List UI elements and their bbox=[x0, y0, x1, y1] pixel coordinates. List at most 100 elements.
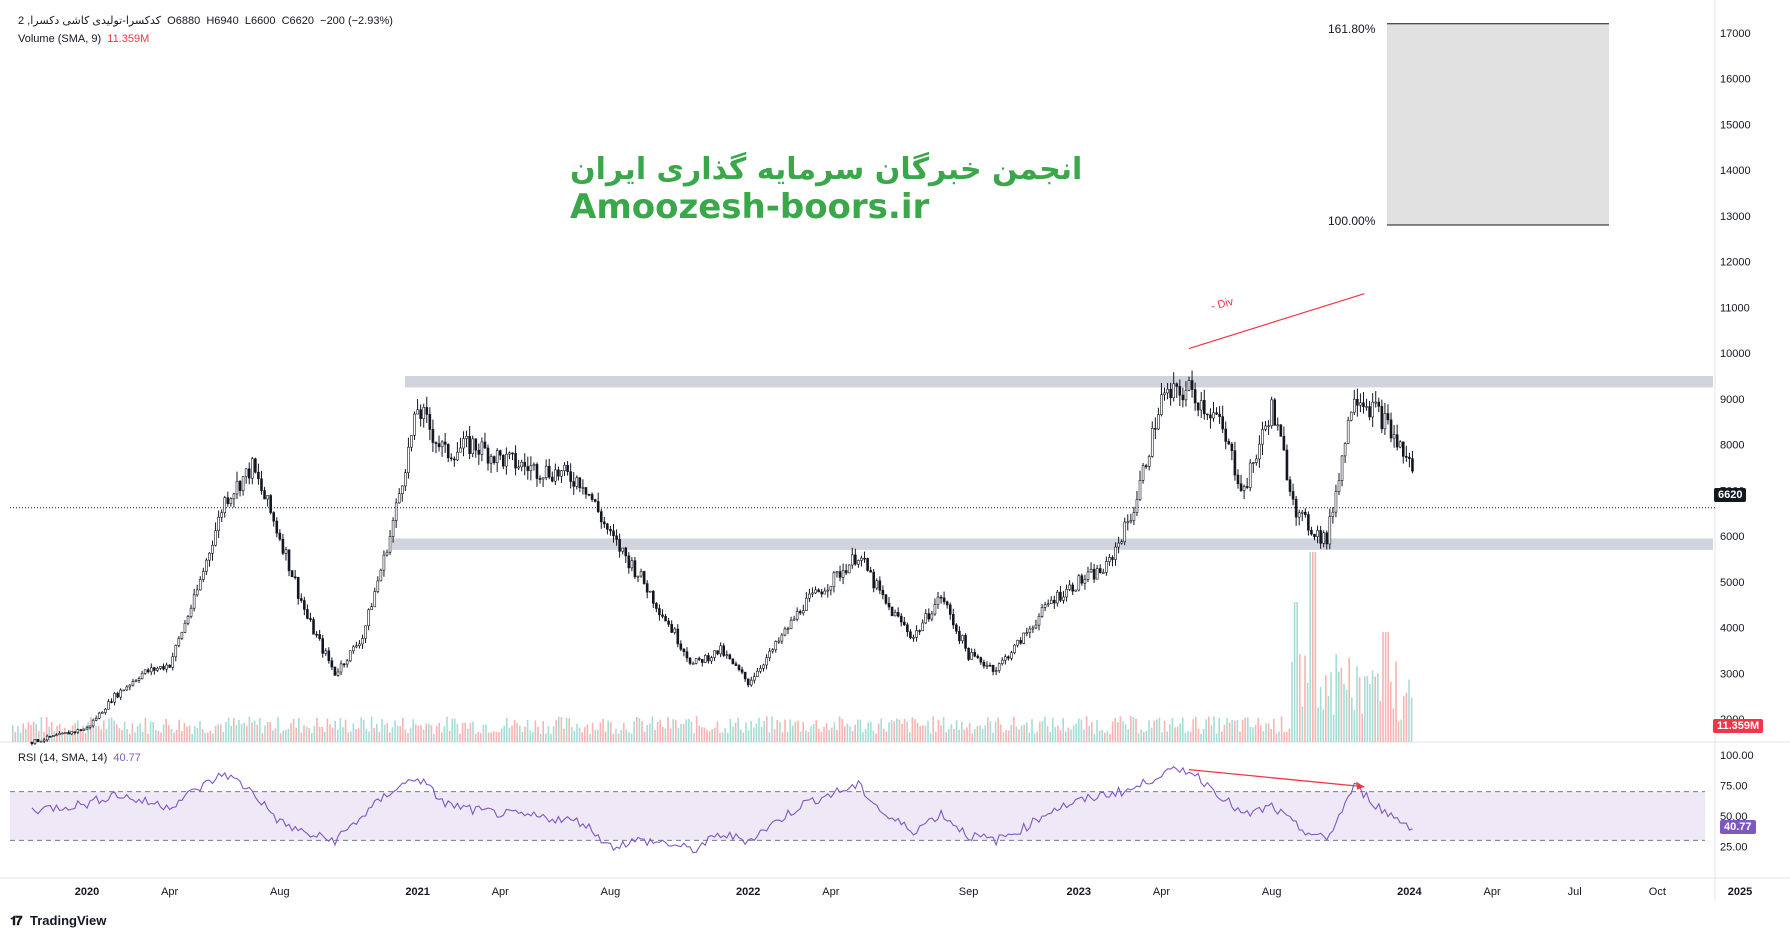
volume-bar bbox=[243, 722, 245, 742]
volume-bar bbox=[555, 720, 557, 742]
volume-bar bbox=[984, 725, 986, 742]
volume-bar bbox=[721, 732, 724, 742]
support-resistance-zones bbox=[10, 376, 1715, 550]
volume-bar bbox=[1189, 732, 1192, 742]
volume-bar bbox=[833, 722, 836, 742]
volume-bar bbox=[942, 716, 945, 742]
candle-body bbox=[214, 530, 217, 546]
volume-bar bbox=[1080, 719, 1083, 742]
candle-body bbox=[266, 495, 269, 500]
candle-body bbox=[774, 641, 778, 650]
candle-body bbox=[1138, 480, 1142, 500]
volume-bar bbox=[617, 733, 620, 742]
candle-body bbox=[939, 596, 943, 599]
price-tick-label: 14000 bbox=[1720, 165, 1751, 177]
volume-bar bbox=[1083, 729, 1085, 742]
candle-body bbox=[70, 731, 73, 735]
volume-bar bbox=[316, 717, 318, 742]
volume-bar bbox=[1332, 714, 1335, 742]
candle-body bbox=[639, 571, 643, 577]
candle-body bbox=[652, 590, 655, 604]
price-tick-label: 11000 bbox=[1720, 302, 1750, 314]
candle-body bbox=[869, 570, 872, 573]
candle-body bbox=[315, 633, 318, 636]
candle-body bbox=[1359, 402, 1362, 406]
volume-bar bbox=[1257, 717, 1259, 742]
price-candles: - Div bbox=[30, 293, 1414, 746]
candle-body bbox=[76, 729, 80, 733]
candle-body bbox=[486, 447, 490, 464]
time-tick-label: 2021 bbox=[405, 886, 429, 898]
candle-body bbox=[753, 676, 756, 681]
volume-bar bbox=[1106, 731, 1109, 742]
candle-body bbox=[404, 472, 407, 487]
time-tick-label: Apr bbox=[822, 886, 839, 898]
volume-bar bbox=[212, 733, 214, 742]
volume-bar bbox=[901, 723, 903, 742]
volume-bar bbox=[1270, 729, 1272, 742]
candle-body bbox=[1154, 428, 1157, 430]
candle-body bbox=[1340, 455, 1344, 481]
candle-body bbox=[780, 634, 784, 642]
candle-body bbox=[1297, 512, 1301, 518]
candle-body bbox=[251, 458, 254, 479]
volume-bar bbox=[875, 733, 877, 742]
volume-bar bbox=[1039, 721, 1041, 742]
volume-bar bbox=[1317, 707, 1319, 742]
fib-label-upper: 161.80% bbox=[1328, 22, 1376, 36]
volume-bar bbox=[402, 718, 404, 742]
candle-body bbox=[1377, 401, 1381, 407]
candle-body bbox=[1319, 530, 1322, 544]
volume-bar bbox=[227, 717, 230, 742]
volume-bar bbox=[1291, 662, 1293, 742]
candle-body bbox=[1129, 520, 1133, 523]
volume-bar bbox=[1353, 709, 1356, 742]
volume-bar bbox=[552, 726, 555, 742]
candle-body bbox=[505, 453, 508, 467]
volume-bar bbox=[97, 725, 100, 742]
candle-body bbox=[697, 658, 701, 660]
candle-body bbox=[624, 547, 628, 557]
volume-bar bbox=[1361, 713, 1363, 742]
volume-bar bbox=[1145, 730, 1148, 742]
candle-body bbox=[1288, 479, 1292, 492]
tradingview-logo[interactable]: 𝟏𝟕 TradingView bbox=[10, 913, 106, 929]
candle-body bbox=[544, 465, 548, 479]
volume-bar bbox=[1114, 718, 1116, 742]
volume-bar bbox=[1163, 720, 1166, 742]
candle-body bbox=[814, 589, 817, 594]
time-tick-label: Apr bbox=[161, 886, 178, 898]
volume-bar bbox=[139, 723, 141, 742]
candle-body bbox=[881, 589, 885, 595]
volume-bar bbox=[703, 727, 706, 742]
volume-bar bbox=[108, 718, 110, 742]
volume-bar bbox=[992, 732, 994, 742]
candle-body bbox=[961, 635, 964, 642]
candle-body bbox=[30, 741, 34, 745]
candle-body bbox=[734, 663, 738, 666]
candle-body bbox=[912, 637, 915, 639]
candle-body bbox=[1056, 591, 1059, 604]
volume-bar bbox=[264, 725, 266, 742]
volume-bar bbox=[1166, 731, 1168, 742]
volume-bar bbox=[799, 731, 802, 742]
volume-bar bbox=[550, 733, 552, 742]
candle-body bbox=[434, 442, 438, 444]
volume-bar bbox=[1109, 733, 1111, 742]
volume-bar bbox=[277, 716, 279, 742]
candle-body bbox=[899, 615, 903, 623]
volume-bar bbox=[313, 725, 316, 742]
volume-bar bbox=[1228, 722, 1231, 742]
volume-bar bbox=[1158, 717, 1161, 742]
candle-body bbox=[1196, 402, 1200, 411]
candle-body bbox=[609, 529, 612, 532]
candle-body bbox=[930, 613, 934, 620]
candle-body bbox=[798, 611, 802, 614]
candle-body bbox=[1068, 584, 1071, 590]
time-tick-label: 2024 bbox=[1397, 886, 1422, 898]
candle-body bbox=[1049, 599, 1053, 605]
volume-bar bbox=[623, 723, 625, 742]
volume-bar bbox=[976, 726, 979, 742]
volume-bar bbox=[779, 722, 781, 742]
